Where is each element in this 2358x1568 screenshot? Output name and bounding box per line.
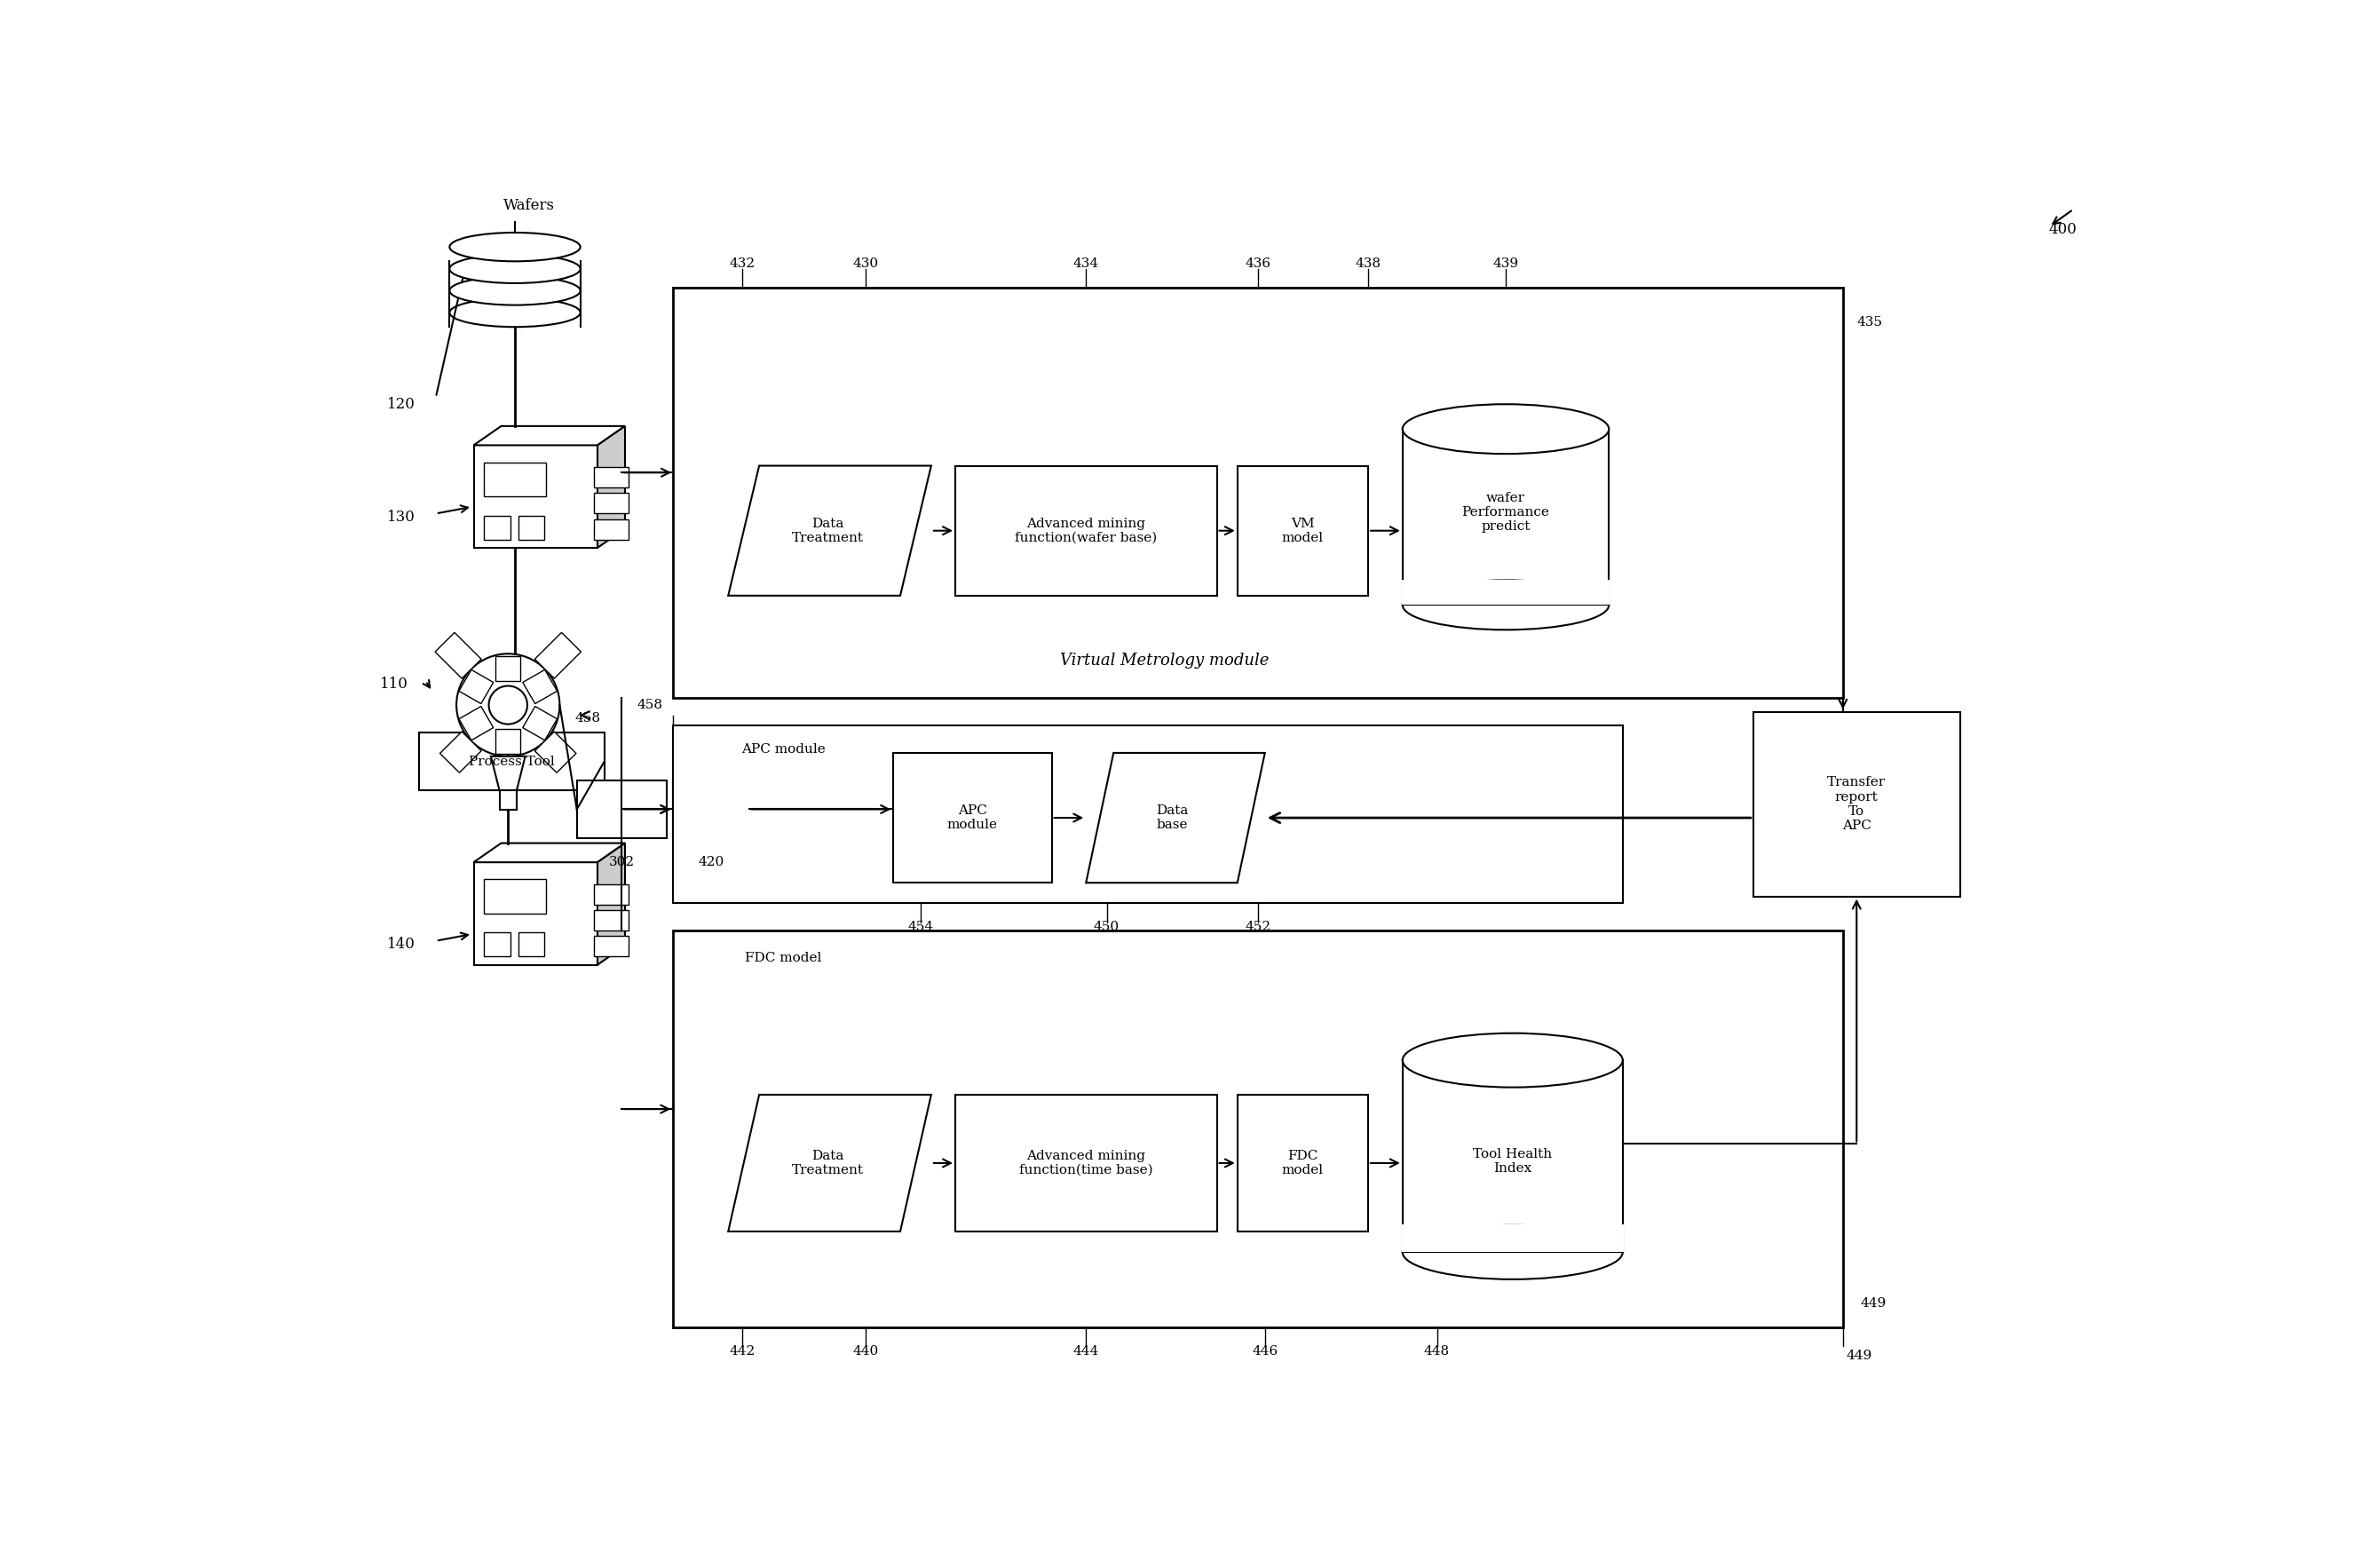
Text: 452: 452 (1245, 920, 1271, 933)
Polygon shape (1087, 753, 1264, 883)
Text: 446: 446 (1252, 1345, 1278, 1358)
Bar (519, 516, 545, 539)
Polygon shape (474, 844, 625, 862)
Ellipse shape (450, 276, 580, 306)
Text: Data
Treatment: Data Treatment (792, 1149, 863, 1176)
Bar (594, 519, 630, 539)
Polygon shape (535, 632, 580, 679)
Bar (594, 936, 630, 956)
Polygon shape (474, 426, 625, 445)
Bar (1401, 580, 1611, 605)
Text: Tool Health
Index: Tool Health Index (1474, 1148, 1552, 1174)
Text: 438: 438 (1356, 257, 1382, 270)
Text: FDC model: FDC model (745, 952, 821, 964)
Text: 434: 434 (1073, 257, 1099, 270)
Text: 140: 140 (387, 936, 415, 952)
Bar (1238, 466, 1368, 596)
Text: 120: 120 (387, 397, 415, 412)
Bar (594, 492, 630, 514)
Text: 400: 400 (2049, 223, 2077, 237)
Bar (955, 1094, 1217, 1231)
Text: 436: 436 (1245, 257, 1271, 270)
Bar (500, 790, 516, 809)
Text: 444: 444 (1073, 1345, 1099, 1358)
Text: 449: 449 (1860, 1297, 1886, 1309)
Text: Advanced mining
function(wafer base): Advanced mining function(wafer base) (1014, 517, 1158, 544)
Text: 449: 449 (1846, 1350, 1872, 1363)
Text: VM
model: VM model (1283, 517, 1323, 544)
Polygon shape (495, 729, 521, 754)
Ellipse shape (450, 232, 580, 262)
Bar (483, 880, 547, 914)
Text: wafer
Performance
predict: wafer Performance predict (1462, 492, 1549, 533)
Text: Data
base: Data base (1155, 804, 1188, 831)
Bar (672, 726, 1622, 903)
Bar (578, 781, 667, 839)
Text: FDC
model: FDC model (1283, 1149, 1323, 1176)
Text: 450: 450 (1094, 920, 1120, 933)
Text: Wafers: Wafers (502, 199, 554, 213)
Bar (519, 933, 545, 956)
Polygon shape (495, 655, 521, 681)
Polygon shape (535, 732, 575, 773)
Text: Process Tool: Process Tool (469, 756, 554, 768)
Text: 432: 432 (729, 257, 755, 270)
Polygon shape (729, 1094, 931, 1231)
Text: 458: 458 (575, 712, 601, 724)
Text: Data
Treatment: Data Treatment (792, 517, 863, 544)
Bar (1401, 1225, 1622, 1253)
Circle shape (488, 685, 528, 724)
Text: 420: 420 (698, 856, 724, 869)
Bar (894, 753, 1052, 883)
Bar (955, 466, 1217, 596)
Bar (594, 909, 630, 931)
Polygon shape (597, 844, 625, 964)
Bar (1238, 1094, 1368, 1231)
Text: 130: 130 (387, 510, 415, 525)
Bar (483, 516, 509, 539)
Bar (594, 884, 630, 905)
Polygon shape (441, 732, 481, 773)
Text: 458: 458 (637, 699, 663, 712)
Bar (672, 931, 1844, 1327)
Ellipse shape (1403, 1033, 1622, 1087)
Circle shape (457, 654, 559, 756)
Text: Advanced mining
function(time base): Advanced mining function(time base) (1019, 1149, 1153, 1176)
Text: APC module: APC module (740, 743, 825, 756)
Polygon shape (523, 670, 556, 704)
Text: 430: 430 (854, 257, 880, 270)
Text: 110: 110 (380, 677, 408, 691)
Polygon shape (490, 756, 526, 790)
Bar (672, 289, 1844, 698)
Ellipse shape (1403, 1225, 1622, 1279)
Text: 439: 439 (1493, 257, 1519, 270)
Bar (474, 445, 597, 547)
Text: 435: 435 (1856, 315, 1882, 328)
Text: 454: 454 (908, 920, 934, 933)
Bar (672, 781, 750, 839)
Text: 302: 302 (608, 856, 634, 869)
Text: 448: 448 (1424, 1345, 1450, 1358)
Ellipse shape (1403, 405, 1608, 453)
Bar (420, 732, 604, 790)
Bar (1754, 712, 1959, 897)
Bar (594, 467, 630, 488)
Bar (474, 862, 597, 964)
Polygon shape (729, 466, 931, 596)
Polygon shape (523, 706, 556, 740)
Polygon shape (460, 706, 493, 740)
Text: Virtual Metrology module: Virtual Metrology module (1061, 652, 1269, 668)
Polygon shape (460, 670, 493, 704)
Ellipse shape (450, 298, 580, 328)
Text: 442: 442 (729, 1345, 755, 1358)
Bar (483, 463, 547, 497)
Polygon shape (436, 632, 481, 679)
Text: APC
module: APC module (948, 804, 997, 831)
Text: Transfer
report
To
APC: Transfer report To APC (1827, 776, 1886, 833)
Text: 440: 440 (854, 1345, 880, 1358)
Ellipse shape (1403, 580, 1608, 630)
Bar (483, 933, 509, 956)
Ellipse shape (450, 254, 580, 284)
Polygon shape (597, 426, 625, 547)
